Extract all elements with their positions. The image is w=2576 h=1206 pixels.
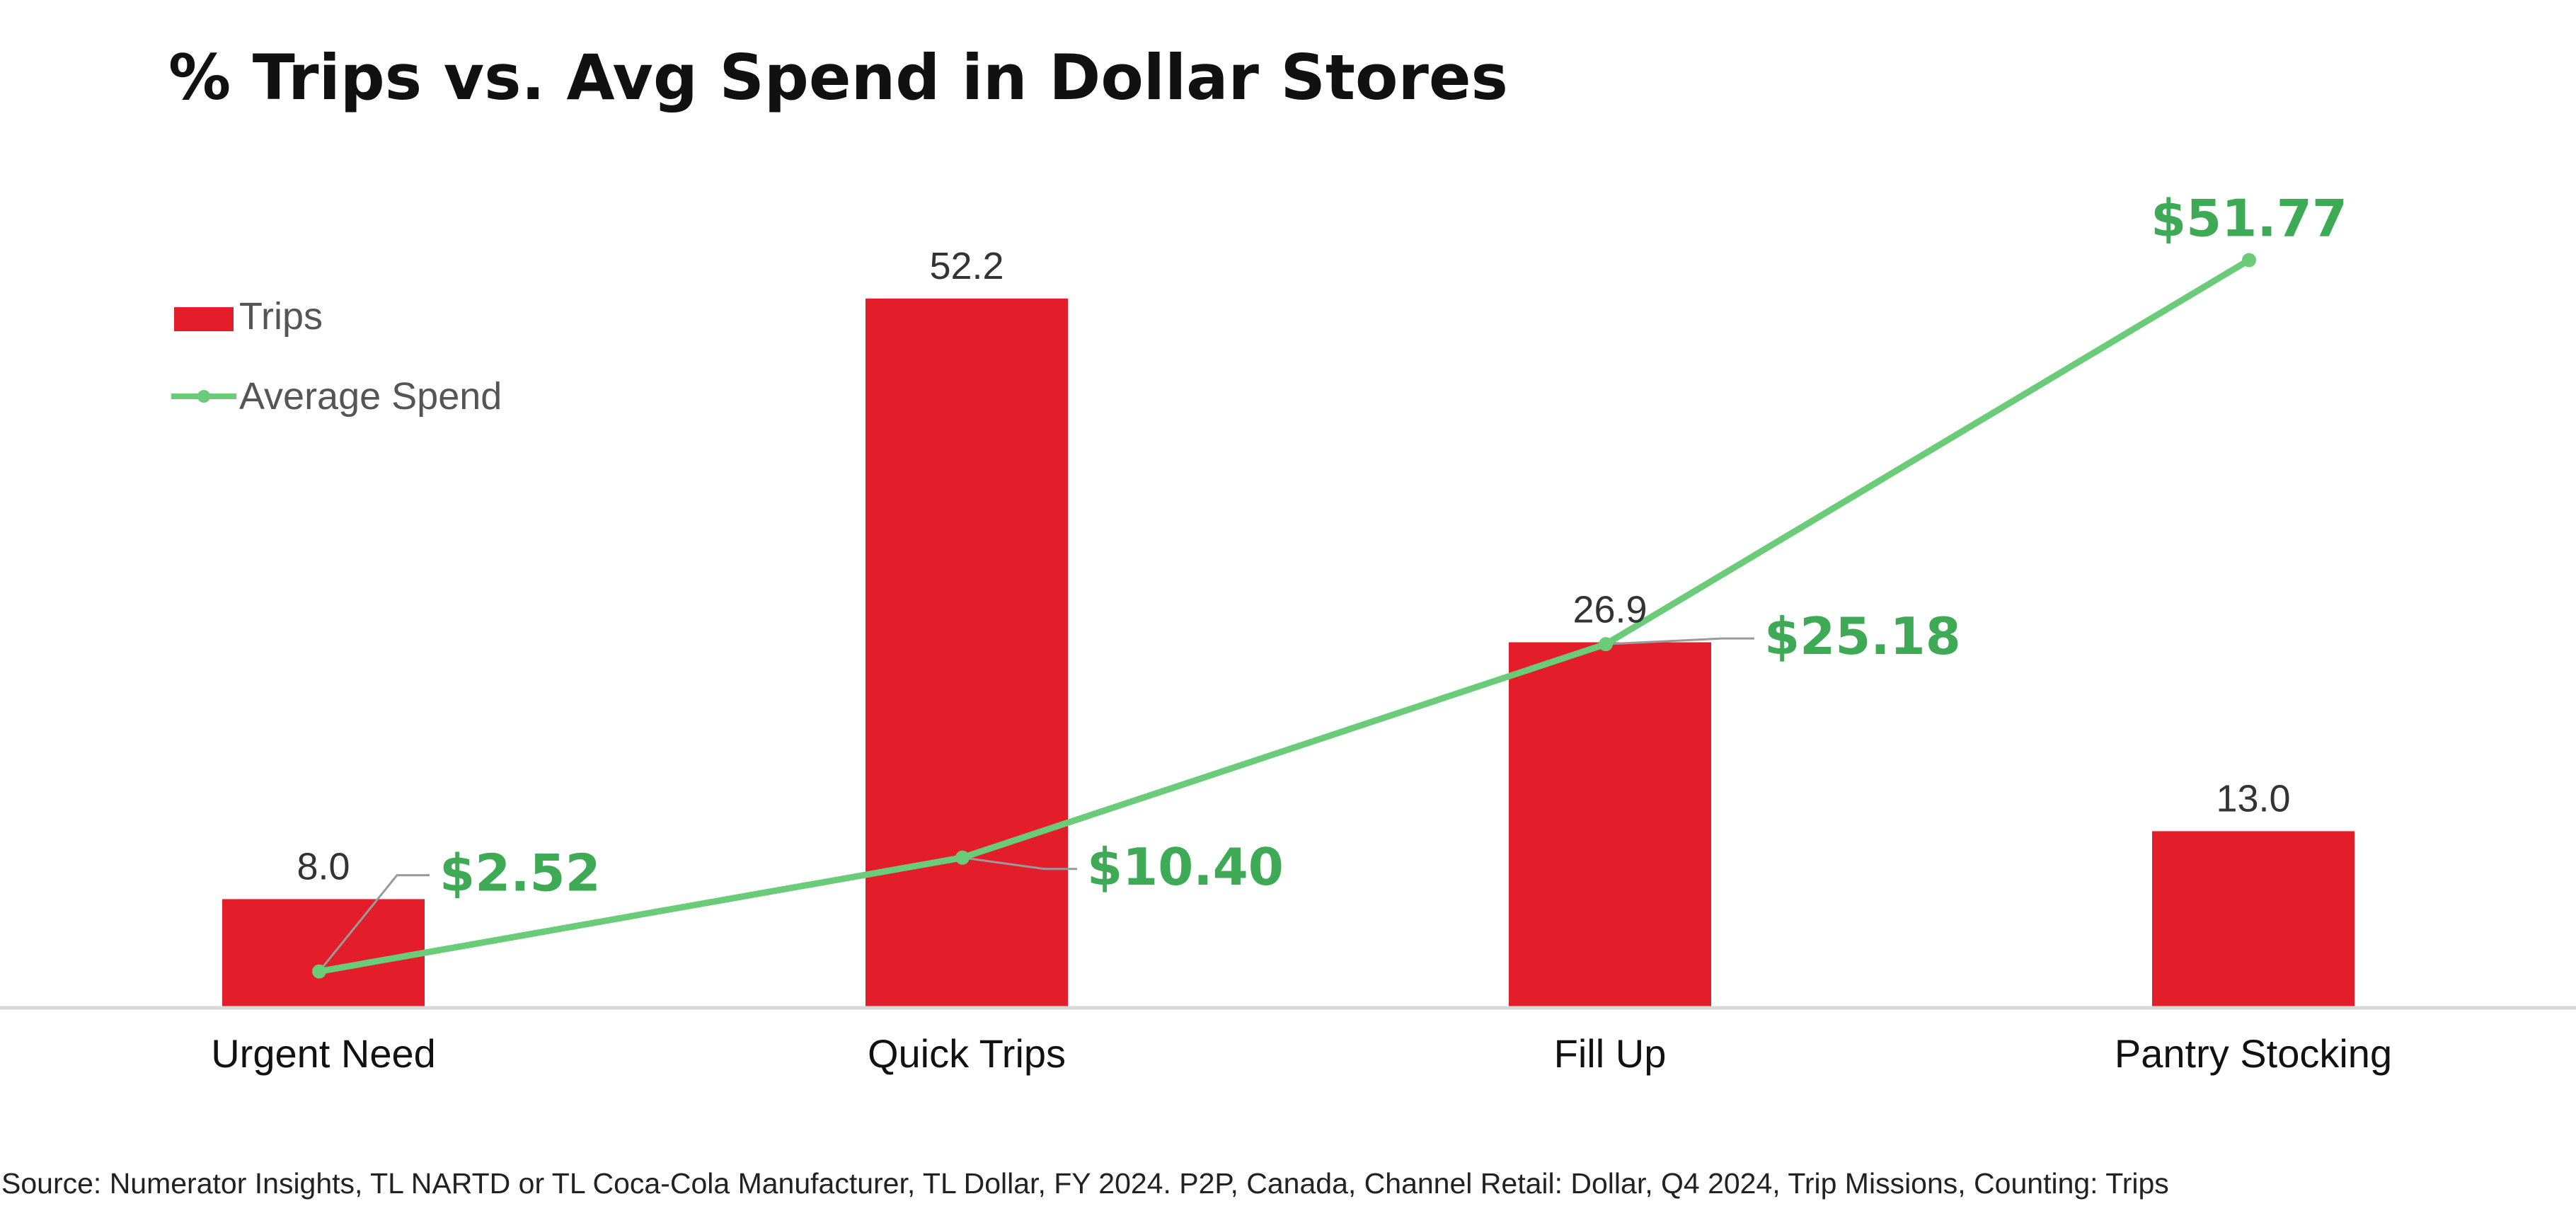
- chart-title: % Trips vs. Avg Spend in Dollar Stores: [168, 41, 1508, 114]
- bar-value-label: 8.0: [297, 845, 350, 888]
- legend-bar-label: Trips: [239, 295, 323, 338]
- average-spend-label: $25.18: [1764, 607, 1961, 666]
- legend-line-marker: [197, 390, 210, 403]
- average-spend-line: [318, 257, 2251, 975]
- data-labels: 8.0 Urgent Need 52.2 Quick Trips 26.9 Fill Up…: [211, 189, 2392, 1076]
- average-spend-point-1: [312, 964, 326, 979]
- category-label: Quick Trips: [868, 1031, 1066, 1076]
- category-label: Pantry Stocking: [2115, 1031, 2392, 1076]
- bar-4: [2152, 831, 2354, 1008]
- average-spend-points: [312, 253, 2256, 979]
- bar-value-label: 52.2: [929, 245, 1004, 287]
- average-spend-label: $2.52: [439, 844, 601, 903]
- bar-value-label: 26.9: [1572, 589, 1647, 631]
- average-spend-label: $51.77: [2151, 189, 2347, 248]
- category-label: Fill Up: [1554, 1031, 1667, 1076]
- average-spend-point-4: [2242, 253, 2256, 268]
- legend-bar-swatch: [174, 307, 234, 331]
- average-spend-point-2: [955, 850, 970, 865]
- label-leader-line: [962, 856, 1077, 871]
- source-note: Source: Numerator Insights, TL NARTD or …: [1, 1167, 2169, 1200]
- bar-1: [222, 899, 425, 1008]
- bars: [222, 298, 2354, 1008]
- leader-lines: [318, 637, 1754, 972]
- label-leader-line: [318, 874, 430, 972]
- legend-line-label: Average Spend: [239, 375, 502, 418]
- bar-value-label: 13.0: [2216, 777, 2290, 820]
- legend: Trips Average Spend: [171, 295, 502, 418]
- bar-2: [866, 298, 1068, 1008]
- average-spend-point-3: [1599, 637, 1613, 652]
- label-leader-line: [1605, 637, 1754, 645]
- category-label: Urgent Need: [211, 1031, 436, 1076]
- average-spend-label: $10.40: [1087, 837, 1284, 897]
- bar-3: [1509, 642, 1711, 1008]
